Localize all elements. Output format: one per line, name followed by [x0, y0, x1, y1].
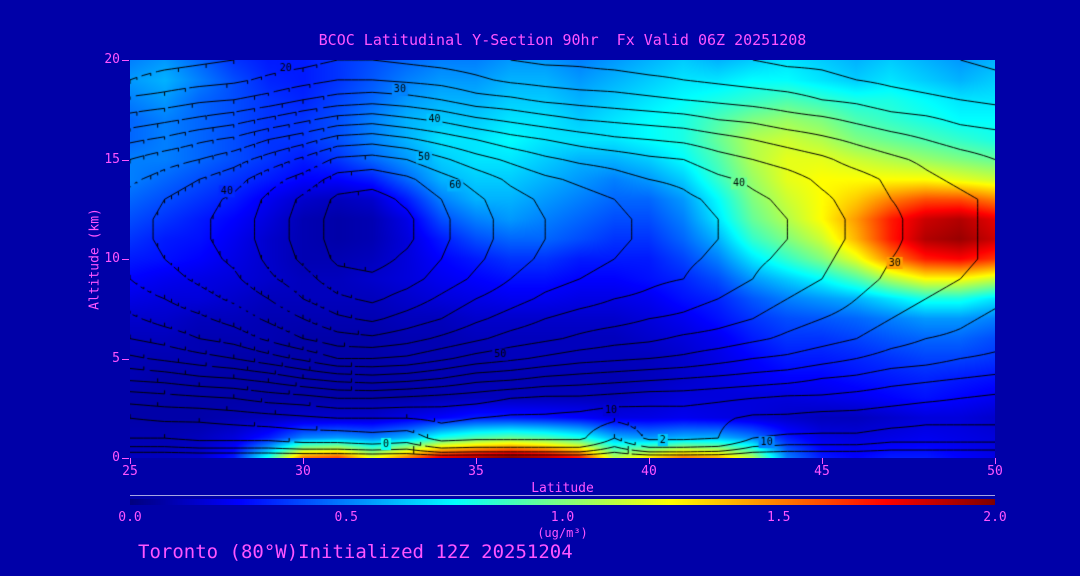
y-tick-mark — [122, 358, 129, 360]
footer-text: Toronto (80°W)Initialized 12Z 20251204 — [138, 541, 573, 563]
heatmap-contour-canvas — [130, 60, 995, 458]
x-tick-mark — [995, 458, 996, 464]
colorbar-frame-line — [130, 495, 995, 496]
colorbar-unit-label: (ug/m³) — [537, 526, 588, 540]
x-tick-mark — [303, 458, 304, 464]
x-tick-mark — [649, 458, 650, 464]
x-tick-label: 50 — [987, 464, 1003, 479]
x-tick-mark — [476, 458, 477, 464]
x-tick-mark — [822, 458, 823, 464]
x-tick-label: 45 — [814, 464, 830, 479]
x-tick-mark — [130, 458, 131, 464]
plot-title: BCOC Latitudinal Y-Section 90hr Fx Valid… — [318, 31, 807, 49]
colorbar-tick-label: 1.5 — [767, 510, 791, 525]
y-tick-label: 10 — [104, 251, 120, 266]
colorbar — [130, 499, 995, 505]
plot-area — [130, 60, 995, 458]
x-tick-label: 35 — [468, 464, 484, 479]
x-axis-label: Latitude — [531, 481, 594, 496]
y-tick-mark — [122, 159, 129, 161]
y-tick-label: 20 — [104, 52, 120, 67]
y-tick-mark — [122, 458, 129, 459]
colorbar-tick-label: 0.0 — [118, 510, 142, 525]
y-tick-label: 0 — [112, 450, 120, 465]
colorbar-tick-label: 0.5 — [334, 510, 358, 525]
x-tick-label: 25 — [122, 464, 138, 479]
x-tick-label: 40 — [641, 464, 657, 479]
x-tick-label: 30 — [295, 464, 311, 479]
y-tick-mark — [122, 60, 129, 61]
colorbar-tick-label: 2.0 — [983, 510, 1007, 525]
y-tick-label: 15 — [104, 151, 120, 167]
y-tick-mark — [122, 259, 129, 260]
colorbar-tick-label: 1.0 — [550, 510, 575, 525]
y-tick-label: 5 — [112, 350, 120, 366]
